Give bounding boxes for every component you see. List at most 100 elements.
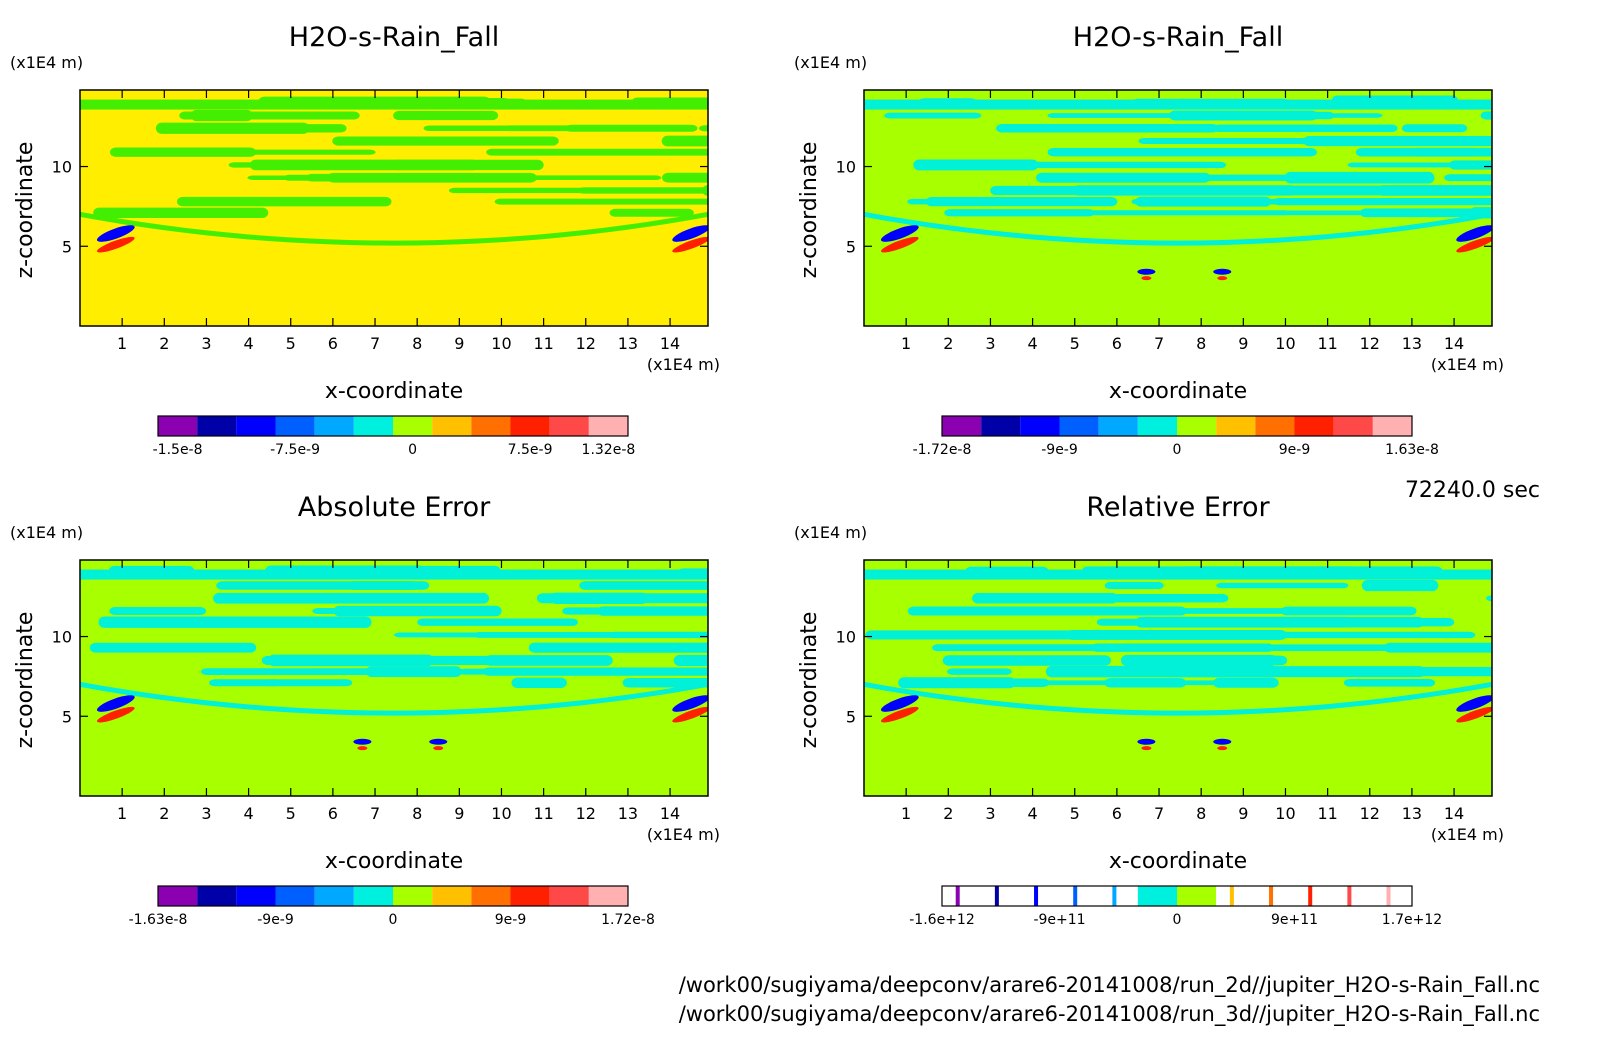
x-tick-label: 1 (117, 334, 127, 353)
field (864, 90, 1492, 326)
x-tick-label: 9 (1238, 804, 1248, 823)
x-tick-label: 13 (1402, 334, 1422, 353)
contour-band (536, 593, 708, 604)
time-label: 72240.0 sec (1405, 478, 1540, 503)
contour-band (1087, 210, 1291, 216)
contour-band (220, 149, 376, 155)
colorbar-swatch (432, 886, 472, 906)
x-tick-label: 13 (618, 804, 638, 823)
contour-band (562, 607, 708, 615)
contour-band (1104, 581, 1164, 590)
colorbar-label: 1.7e+12 (1382, 912, 1442, 928)
colorbar-label: 0 (389, 912, 398, 928)
plot-frame (863, 559, 1493, 797)
file-path-1: /work00/sugiyama/deepconv/arare6-2014100… (679, 973, 1540, 998)
x-tick-label: 2 (943, 334, 953, 353)
colorbar-frame (941, 415, 1413, 437)
contour-band (209, 679, 280, 687)
x-tick-label: 14 (1444, 334, 1464, 353)
colorbar-swatch (1098, 886, 1138, 906)
contour-band (1066, 630, 1287, 640)
y-tick-label: 10 (836, 628, 856, 647)
contour-band (865, 630, 1127, 640)
anomaly-negative (880, 225, 919, 242)
y-axis-label: z-coordinate (797, 142, 822, 279)
colorbar-swatch (236, 886, 276, 906)
panel-4: Relative Error(x1E4 m)1 2 3 4 5 6 7 8 9 10 11 12 13 1… (794, 492, 1504, 928)
x-tick-label: 11 (1317, 334, 1337, 353)
x-tick-label: 14 (1444, 804, 1464, 823)
x-tick-label: 2 (159, 334, 169, 353)
contour-band (864, 211, 1492, 246)
x-tick-label: 9 (454, 804, 464, 823)
colorbar-label: -9e-9 (257, 912, 294, 928)
contour-band (1004, 594, 1229, 603)
contour-band (1236, 113, 1383, 118)
anomaly-positive (357, 746, 368, 751)
anomaly-positive (1217, 276, 1228, 281)
contour-band (473, 631, 618, 638)
y-tick-label: 5 (846, 237, 856, 256)
colorbar-swatch (1137, 886, 1177, 906)
x-tick-label: 1 (901, 334, 911, 353)
plot-frame (79, 559, 709, 797)
x-tick-label: 10 (491, 334, 511, 353)
contour-band (673, 654, 708, 667)
colorbar-label: 9e-9 (495, 912, 526, 928)
anomaly-positive (1141, 746, 1152, 751)
contour-band (1261, 666, 1426, 678)
colorbar: -1.5e-8 -7.5e-9 0 7.5e-9 1.32e-8 (153, 415, 635, 458)
contour-band (198, 124, 347, 133)
colorbar-swatch (393, 886, 433, 906)
y-axis-label: z-coordinate (13, 142, 38, 279)
colorbar-label: 9e-9 (1279, 442, 1310, 458)
colorbar-swatch (471, 886, 511, 906)
colorbar-label: -1.6e+12 (909, 912, 974, 928)
plot-frame (79, 89, 709, 327)
colorbar-swatch (1216, 886, 1256, 906)
colorbar-swatch (1073, 886, 1078, 906)
x-tick-label: 12 (576, 804, 596, 823)
colorbar-label: 1.63e-8 (1385, 442, 1439, 458)
colorbar-swatch (1255, 886, 1295, 906)
colorbar-swatch (353, 886, 393, 906)
colorbar-swatch (1020, 886, 1060, 906)
colorbar-swatch (471, 416, 511, 436)
field (80, 90, 708, 326)
x-tick-label: 4 (1027, 334, 1037, 353)
colorbar-frame (941, 885, 1413, 907)
panel-title: Absolute Error (298, 492, 491, 523)
contour-band (80, 211, 708, 246)
panel-2: H2O-s-Rain_Fall(x1E4 m)1 2 3 4 5 6 7 8 9 10 11 12 13… (794, 22, 1504, 458)
x-tick-label: 7 (370, 804, 380, 823)
x-tick-label: 6 (1112, 804, 1122, 823)
contour-band (913, 159, 1039, 171)
contour-band (109, 147, 257, 157)
anomaly-negative (880, 695, 919, 712)
contour-band (448, 187, 609, 194)
contour-band (1135, 616, 1352, 628)
colorbar-swatch (1112, 886, 1117, 906)
colorbar-label: -7.5e-9 (270, 442, 320, 458)
contour-band (864, 681, 1492, 716)
contour-band (1272, 198, 1492, 206)
x-unit-label: (x1E4 m) (1431, 825, 1504, 844)
x-tick-label: 5 (286, 804, 296, 823)
colorbar-swatch (1216, 416, 1256, 436)
colorbar-label: 7.5e-9 (508, 442, 553, 458)
x-tick-label: 14 (660, 334, 680, 353)
anomaly-negative (353, 738, 372, 745)
x-axis-label: x-coordinate (325, 849, 463, 874)
x-tick-label: 6 (1112, 334, 1122, 353)
colorbar-swatch (994, 886, 999, 906)
x-tick-label: 4 (1027, 804, 1037, 823)
contour-band (1131, 198, 1328, 205)
contour-band (1361, 579, 1439, 592)
contour-band (1354, 618, 1407, 626)
colorbar-swatch (1034, 886, 1039, 906)
anomaly-negative (1213, 268, 1232, 275)
contour-band (650, 643, 708, 652)
contour-band (309, 668, 372, 675)
x-tick-label: 11 (533, 804, 553, 823)
contour-band (1486, 595, 1492, 602)
